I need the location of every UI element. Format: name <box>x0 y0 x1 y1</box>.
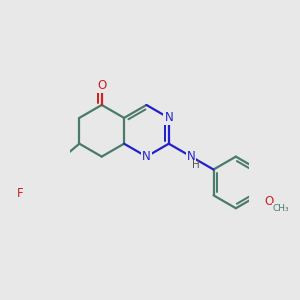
Text: O: O <box>265 195 274 208</box>
Text: N: N <box>142 150 151 163</box>
Text: F: F <box>17 187 23 200</box>
Text: O: O <box>97 79 106 92</box>
Text: N: N <box>187 150 196 163</box>
Text: H: H <box>192 160 200 170</box>
Text: N: N <box>164 111 173 124</box>
Text: CH₃: CH₃ <box>272 204 289 213</box>
